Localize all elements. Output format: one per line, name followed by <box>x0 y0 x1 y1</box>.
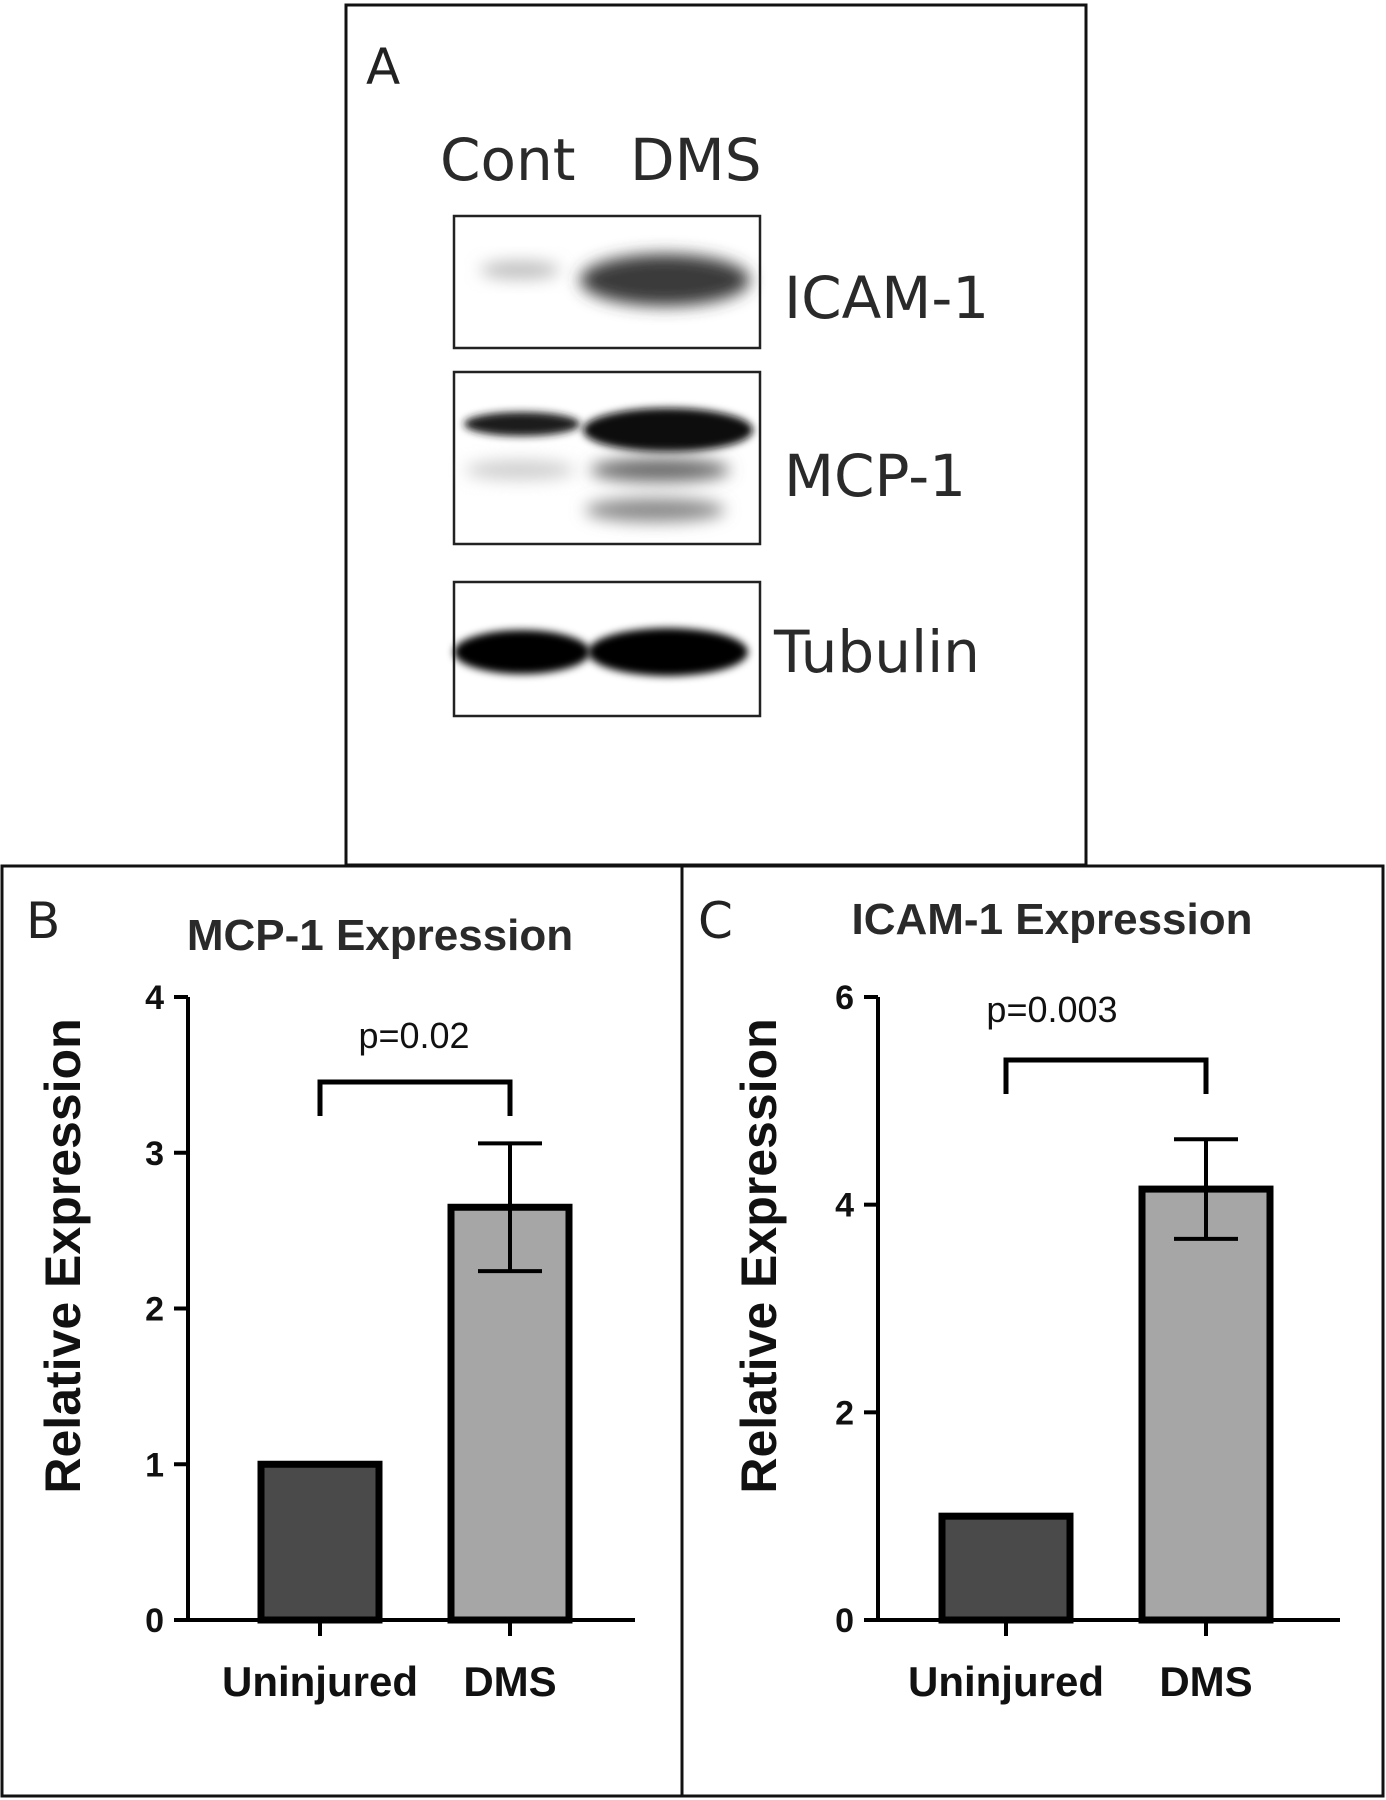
chart-c-pvalue: p=0.003 <box>986 989 1117 1030</box>
chart-b-significance-bracket <box>317 1079 513 1116</box>
chart-b-ytick-label-4: 4 <box>145 979 164 1017</box>
panel-c: C ICAM-1 Expression Relative Expression … <box>680 864 1385 1798</box>
blot-mcp1: MCP-1 <box>452 370 966 546</box>
panel-a-letter: A <box>366 38 400 96</box>
blot-icam1-band-cont <box>480 261 560 279</box>
chart-c-category-label-1: DMS <box>1159 1658 1252 1705</box>
blot-mcp1-band-dms <box>583 408 753 452</box>
chart-c-ytick-label-3: 6 <box>835 979 854 1017</box>
chart-b-pvalue: p=0.02 <box>358 1015 469 1056</box>
blot-tubulin-band-dms <box>588 628 748 676</box>
blot-icam1-label: ICAM-1 <box>784 264 989 332</box>
blot-mcp1-band-dms-lowest <box>585 498 725 522</box>
blot-tubulin-label: Tubulin <box>773 618 980 686</box>
panel-b: B MCP-1 Expression Relative Expression p… <box>0 864 684 1798</box>
panel-a: A Cont DMS ICAM-1 MCP-1 Tubulin <box>344 3 1088 867</box>
chart-b-ytick-label-1: 1 <box>145 1446 164 1484</box>
chart-c-bar-0 <box>938 1512 1074 1624</box>
blot-mcp1-band-dms-lower <box>590 458 730 482</box>
blot-icam1: ICAM-1 <box>452 214 989 350</box>
lane-label-cont: Cont <box>440 126 575 194</box>
chart-c-title: ICAM-1 Expression <box>852 895 1253 944</box>
lane-label-dms: DMS <box>630 126 762 194</box>
blot-icam1-band-dms <box>580 254 750 306</box>
chart-c-ytick-label-1: 2 <box>835 1394 854 1432</box>
panel-b-frame <box>0 864 684 1798</box>
chart-b-bar-0 <box>257 1460 383 1624</box>
chart-c-bar-1 <box>1138 1185 1274 1624</box>
blot-mcp1-band-cont <box>464 412 580 436</box>
blot-mcp1-band-cont-lower <box>465 460 575 480</box>
chart-c-significance-bracket <box>1003 1057 1209 1094</box>
chart-c-ylabel: Relative Expression <box>731 1018 787 1493</box>
chart-c-ytick-label-2: 4 <box>835 1187 854 1225</box>
panel-b-letter: B <box>26 892 60 950</box>
chart-b-ytick-label-2: 2 <box>145 1291 164 1329</box>
chart-c-category-label-0: Uninjured <box>908 1658 1104 1705</box>
chart-b-ytick-label-3: 3 <box>145 1135 164 1173</box>
panel-c-letter: C <box>698 892 733 950</box>
chart-b-title: MCP-1 Expression <box>187 911 573 960</box>
blot-mcp1-label: MCP-1 <box>784 442 966 510</box>
blot-tubulin: Tubulin <box>452 580 980 718</box>
chart-c-ytick-label-0: 0 <box>835 1602 854 1640</box>
chart-b-category-label-1: DMS <box>463 1658 556 1705</box>
chart-b-category-label-0: Uninjured <box>222 1658 418 1705</box>
chart-b-ytick-label-0: 0 <box>145 1602 164 1640</box>
chart-b-ylabel: Relative Expression <box>35 1018 91 1493</box>
blot-tubulin-band-cont <box>454 630 590 674</box>
